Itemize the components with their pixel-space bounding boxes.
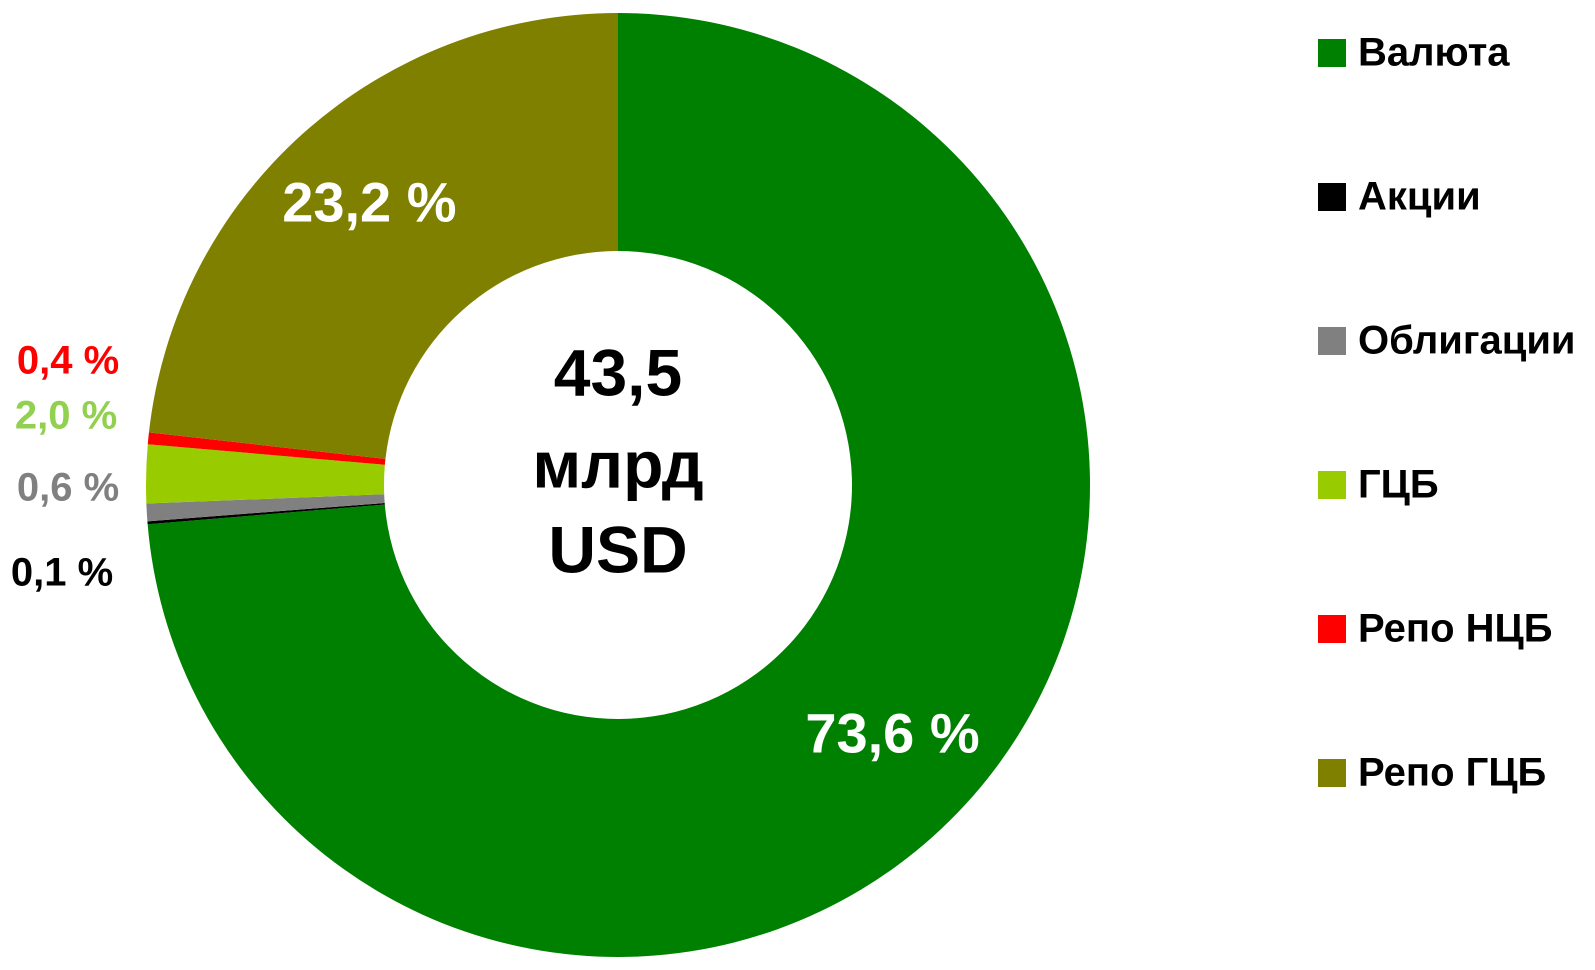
legend-swatch [1318, 183, 1346, 211]
donut-slice [147, 432, 386, 465]
data-label: 23,2 % [282, 171, 456, 234]
donut-slice [146, 494, 385, 522]
legend-label: Акции [1358, 175, 1481, 219]
data-label: 0,4 % [17, 339, 119, 383]
donut-slice [148, 13, 618, 459]
legend-swatch [1318, 759, 1346, 787]
donut-slice [147, 13, 1090, 958]
data-label: 0,6 % [17, 466, 119, 510]
center-label: 43,5 млрд USD [532, 335, 703, 586]
legend-label: Репо НЦБ [1358, 607, 1553, 651]
donut-slice [146, 444, 385, 504]
legend-swatch [1318, 39, 1346, 67]
center-line: USD [548, 512, 687, 586]
data-label: 73,6 % [805, 701, 979, 764]
legend-swatch [1318, 471, 1346, 499]
legend-swatch [1318, 615, 1346, 643]
data-label: 2,0 % [15, 394, 117, 438]
data-label: 0,1 % [11, 551, 113, 595]
legend-label: ГЦБ [1358, 463, 1439, 507]
legend-swatch [1318, 327, 1346, 355]
legend-label: Валюта [1358, 31, 1510, 75]
legend-label: Облигации [1358, 319, 1576, 363]
center-line: млрд [532, 427, 703, 501]
legend-label: Репо ГЦБ [1358, 751, 1546, 795]
donut-slice [147, 503, 385, 525]
center-line: 43,5 [554, 335, 682, 409]
